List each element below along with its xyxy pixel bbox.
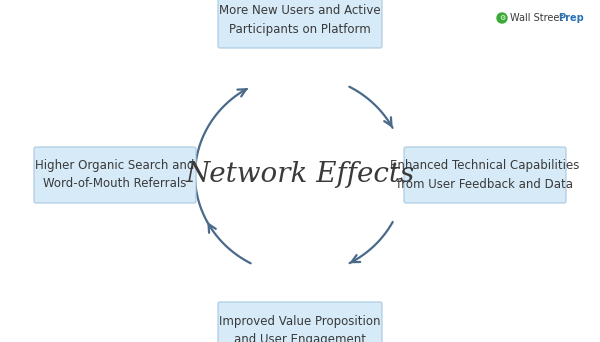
FancyBboxPatch shape bbox=[34, 147, 196, 203]
Text: Enhanced Technical Capabilities
from User Feedback and Data: Enhanced Technical Capabilities from Use… bbox=[391, 159, 580, 190]
Text: Improved Value Proposition
and User Engagement: Improved Value Proposition and User Enga… bbox=[219, 315, 381, 342]
Text: Higher Organic Search and
Word-of-Mouth Referrals: Higher Organic Search and Word-of-Mouth … bbox=[35, 159, 194, 190]
Text: Network Effects: Network Effects bbox=[185, 161, 415, 188]
Text: Wall Street: Wall Street bbox=[510, 13, 566, 23]
Text: Prep: Prep bbox=[558, 13, 584, 23]
Text: More New Users and Active
Participants on Platform: More New Users and Active Participants o… bbox=[219, 4, 381, 36]
Circle shape bbox=[497, 13, 507, 23]
Text: ⚙: ⚙ bbox=[499, 15, 505, 21]
FancyBboxPatch shape bbox=[218, 302, 382, 342]
FancyBboxPatch shape bbox=[404, 147, 566, 203]
FancyBboxPatch shape bbox=[218, 0, 382, 48]
